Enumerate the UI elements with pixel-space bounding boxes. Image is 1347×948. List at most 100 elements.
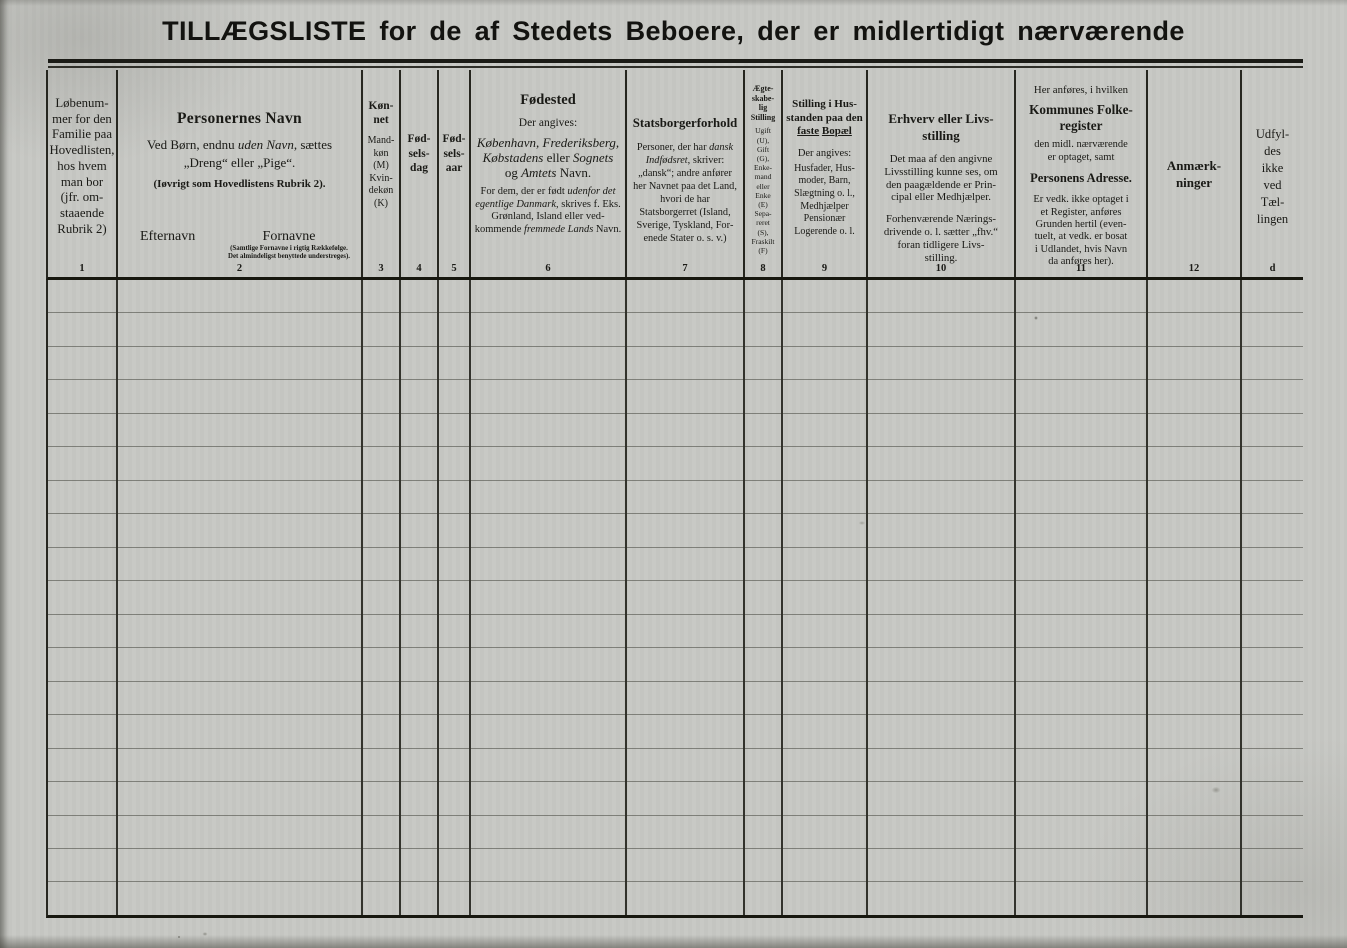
body-column xyxy=(1016,280,1148,915)
body-grid xyxy=(48,280,1303,915)
col-husstand-title: Stilling i Hus­standen paa den faste Bop… xyxy=(783,98,866,139)
body-column xyxy=(48,280,118,915)
col-husstand-sub: Der angives: xyxy=(797,147,852,159)
body-column xyxy=(401,280,439,915)
header-grid: Løbenum- mer for den Familie paa Hovedli… xyxy=(48,70,1303,277)
col-erhverv-p2: Forhenværende Nærings- drivende o. l. sæ… xyxy=(883,213,999,264)
fornavne-label: Fornavne xyxy=(262,228,316,244)
col-number-12: 12 xyxy=(1188,263,1200,274)
col-statsborger-title: Statsborgerforhold xyxy=(632,116,738,130)
col-aegteskab-text: Ugift (U), Gift (G), Enke- mand eller En… xyxy=(751,126,775,256)
col-erhverv-title: Erhverv eller Livs­stilling xyxy=(888,111,994,143)
text-segment: For dem, der er født xyxy=(480,186,568,197)
col-number-5: 5 xyxy=(451,263,457,274)
body-column xyxy=(783,280,868,915)
col-fodested-p1: København, Frederiks­berg, Købstadens el… xyxy=(471,135,625,180)
col-lobenummer: Løbenum- mer for den Familie paa Hovedli… xyxy=(48,70,118,277)
col-fodested-sub: Der angives: xyxy=(518,117,578,129)
col-udfyldes-ikke: Udfyl- des ikke ved Tæl- lingen d xyxy=(1242,70,1303,277)
table-body xyxy=(46,280,1303,918)
body-column xyxy=(745,280,783,915)
fornavne-note: (Samtlige Fornavne i rigtig Rækkefølge. … xyxy=(228,244,350,260)
col-fodselsdag: Fød- sels- dag 4 xyxy=(401,70,439,277)
text-segment: , skriver: „dansk“; andre anfører her Na… xyxy=(633,155,737,244)
col-fodselsdag-title: Fød- sels- dag xyxy=(407,133,431,174)
col-erhverv-p1: Det maa af den angivne Livsstilling kunn… xyxy=(884,153,998,204)
body-column xyxy=(363,280,401,915)
text-segment-underline: faste xyxy=(797,125,820,138)
col-folkeregister: Her anføres, i hvilken Kommunes Folke- r… xyxy=(1016,70,1148,277)
col-number-1: 1 xyxy=(79,263,85,274)
col-stilling-i-husstanden: Stilling i Hus­standen paa den faste Bop… xyxy=(783,70,868,277)
body-column xyxy=(471,280,627,915)
col-number-2: 2 xyxy=(236,263,243,274)
col-fodested-p2: For dem, der er født uden­for det egentl… xyxy=(471,186,625,236)
col-konnet-text: Mand- køn (M) Kvin- dekøn (K) xyxy=(367,135,395,209)
body-column xyxy=(1148,280,1242,915)
col-folkeregister-title: Kommunes Folke- register xyxy=(1029,102,1133,133)
col-lobenummer-text: Løbenum- mer for den Familie paa Hovedli… xyxy=(49,96,115,236)
col-erhverv: Erhverv eller Livs­stilling Det maa af d… xyxy=(868,70,1016,277)
title-rule-top xyxy=(48,59,1303,63)
text-segment: Navn. xyxy=(556,165,592,180)
col-anmaerkninger: Anmærk- ninger 12 xyxy=(1148,70,1242,277)
text-segment-italic: uden Navn xyxy=(237,137,294,152)
col-number-10: 10 xyxy=(935,263,947,274)
table-header: Løbenum- mer for den Familie paa Hovedli… xyxy=(46,70,1303,280)
col-navn-note-line2: „Dreng“ eller „Pige“. xyxy=(183,155,296,170)
col-udfyldes-text: Udfyl- des ikke ved Tæl- lingen xyxy=(1255,127,1290,226)
col-konnet: Køn- net Mand- køn (M) Kvin- dekøn (K) 3 xyxy=(363,70,401,277)
col-personernes-navn: Personernes Navn Ved Børn, endnu uden Na… xyxy=(118,70,363,277)
col-number-7: 7 xyxy=(682,263,688,274)
scan-edge-bottom xyxy=(0,935,1347,948)
col-aegteskab-title: Ægte- skabe- lig Stilling xyxy=(750,84,776,122)
fornavne-block: Fornavne (Samtlige Fornavne i rigtig Ræk… xyxy=(225,229,353,261)
col-folkeregister-pre: Her anføres, i hvilken xyxy=(1033,84,1129,96)
col-adresse-title: Personens Adresse. xyxy=(1030,171,1132,186)
col-fodselsaar-title: Fød- sels- aar xyxy=(442,133,466,174)
text-segment: Stilling i Hus­standen paa den xyxy=(786,98,863,124)
body-column xyxy=(118,280,363,915)
scan-edge-left xyxy=(0,0,9,948)
page-title: TILLÆGSLISTE for de af Stedets Beboere, … xyxy=(162,16,1185,46)
col-navn-note-line1: Ved Børn, endnu uden Navn, sættes xyxy=(118,137,361,153)
col-statsborgerforhold: Statsborgerforhold Personer, der har dan… xyxy=(627,70,745,277)
col-number-8: 8 xyxy=(760,263,766,274)
col-folkeregister-mid: den midl. nærværende er optaget, samt xyxy=(1034,139,1128,163)
body-column xyxy=(627,280,745,915)
col-fodested-title: Fødested xyxy=(520,92,576,108)
col-navn-title: Personernes Navn xyxy=(177,110,302,127)
text-segment: Personer, der har xyxy=(636,142,710,153)
col-statsborger-p: Personer, der har dansk Indfødsret, skri… xyxy=(627,141,743,245)
text-segment-italic: Amtets xyxy=(521,165,557,180)
col-navn-note-line3: (Iøvrigt som Hovedlistens Rubrik 2). xyxy=(153,178,326,190)
col-folkeregister-post: Er vedk. ikke optaget i et Register, anf… xyxy=(1033,194,1129,268)
text-segment-italic: fremmede Lands xyxy=(523,223,594,235)
text-segment: Ved Børn, endnu xyxy=(146,137,238,152)
col-number-3: 3 xyxy=(378,263,384,274)
col-aegteskabelig-stilling: Ægte- skabe- lig Stilling Ugift (U), Gif… xyxy=(745,70,783,277)
col-number-13: d xyxy=(1269,263,1276,274)
efternavn-label: Efternavn xyxy=(140,229,196,244)
col-konnet-title: Køn- net xyxy=(368,100,394,126)
col-number-6: 6 xyxy=(545,263,551,274)
body-column xyxy=(868,280,1016,915)
text-segment: eller xyxy=(543,150,573,165)
title-rule-bottom xyxy=(48,66,1303,68)
col-number-11: 11 xyxy=(1076,263,1086,274)
col-number-9: 9 xyxy=(821,263,828,274)
body-column xyxy=(1242,280,1303,915)
scan-edge-top xyxy=(0,0,1347,6)
col-anmaerkninger-title: Anmærk- ninger xyxy=(1166,158,1222,190)
text-segment: Navn. xyxy=(593,223,622,235)
col-fodested: Fødested Der angives: København, Frederi… xyxy=(471,70,627,277)
text-segment-underline: Bopæl xyxy=(821,125,852,138)
body-column xyxy=(439,280,471,915)
col-husstand-text: Husfader, Hus- moder, Barn, Slægtning o.… xyxy=(794,162,855,237)
col-number-4: 4 xyxy=(416,263,422,274)
text-segment-italic: Sognets xyxy=(572,150,614,165)
text-segment: og xyxy=(504,165,522,180)
col-fodselsaar: Fød- sels- aar 5 xyxy=(439,70,471,277)
text-segment: , sættes xyxy=(293,137,333,152)
